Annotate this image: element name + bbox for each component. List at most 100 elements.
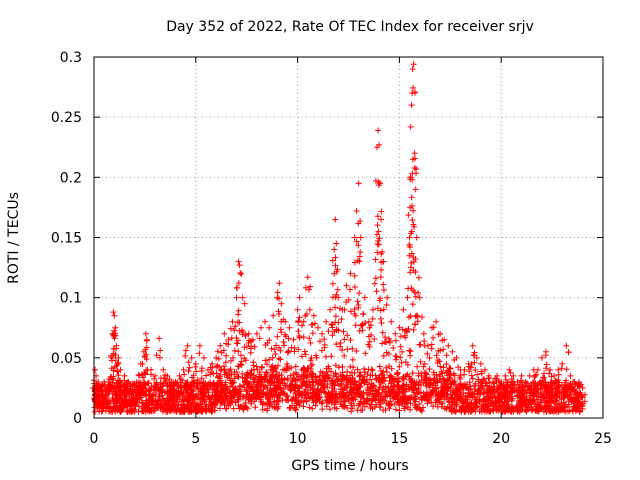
spike-point	[334, 286, 341, 293]
baseline-point	[407, 375, 414, 382]
data-point	[538, 354, 545, 361]
spike-point	[366, 338, 373, 345]
data-point	[559, 360, 566, 367]
spike-point	[410, 207, 417, 214]
spike-point	[368, 366, 375, 373]
data-point	[333, 240, 340, 247]
baseline-point	[306, 404, 313, 411]
spike-point	[392, 337, 399, 344]
spike-point	[411, 321, 418, 328]
data-point	[200, 354, 207, 361]
baseline-point	[442, 382, 449, 389]
data-point	[142, 330, 149, 337]
spike-point	[361, 365, 368, 372]
spike-point	[135, 371, 142, 378]
spike-point	[352, 322, 359, 329]
spike-point	[272, 351, 279, 358]
spike-point	[418, 314, 425, 321]
data-point	[388, 318, 395, 325]
data-point	[355, 180, 362, 187]
data-point	[296, 294, 303, 301]
spike-point	[558, 365, 565, 372]
baseline-point	[356, 379, 363, 386]
baseline-point	[392, 406, 399, 413]
baseline-point	[369, 367, 376, 374]
spike-point	[198, 365, 205, 372]
spike-point	[344, 346, 351, 353]
baseline-point	[266, 400, 273, 407]
data-point	[361, 294, 368, 301]
data-point	[286, 324, 293, 331]
spike-point	[335, 319, 342, 326]
baseline-point	[356, 372, 363, 379]
y-tick-label: 0	[73, 411, 82, 427]
data-point	[378, 216, 385, 223]
data-point	[310, 312, 317, 319]
spike-point	[375, 179, 382, 186]
baseline-point	[125, 407, 132, 414]
spike-point	[380, 306, 387, 313]
data-point	[319, 330, 326, 337]
data-point	[384, 294, 391, 301]
spike-point	[377, 274, 384, 281]
baseline-point	[326, 375, 333, 382]
spike-point	[372, 256, 379, 263]
baseline-point	[282, 396, 289, 403]
spike-point	[288, 344, 295, 351]
baseline-point	[351, 370, 358, 377]
spike-point	[341, 336, 348, 343]
data-point	[409, 66, 416, 73]
spike-point	[307, 283, 314, 290]
spike-point	[532, 372, 539, 379]
y-tick-label: 0.25	[51, 110, 82, 126]
spike-point	[415, 274, 422, 281]
baseline-point	[472, 408, 479, 415]
spike-point	[332, 254, 339, 261]
data-point	[196, 342, 203, 349]
y-tick-label: 0.15	[51, 231, 82, 247]
data-point	[213, 354, 220, 361]
data-point	[410, 61, 417, 68]
data-point	[323, 318, 330, 325]
spike-point	[182, 352, 189, 359]
data-point	[236, 262, 243, 269]
baseline-point	[364, 381, 371, 388]
spike-point	[555, 371, 562, 378]
baseline-point	[230, 405, 237, 412]
baseline-point	[309, 405, 316, 412]
spike-point	[374, 222, 381, 229]
data-point	[92, 366, 99, 373]
data-point	[314, 324, 321, 331]
spike-point	[371, 336, 378, 343]
spike-point	[372, 275, 379, 282]
spike-point	[356, 258, 363, 265]
spike-point	[231, 327, 238, 334]
data-point	[445, 342, 452, 349]
spike-point	[383, 301, 390, 308]
baseline-point	[235, 398, 242, 405]
data-point	[413, 234, 420, 241]
spike-point	[430, 334, 437, 341]
spike-point	[378, 208, 385, 215]
spike-point	[393, 353, 400, 360]
data-point	[477, 360, 484, 367]
y-axis-label: ROTI / TECUs	[6, 192, 22, 284]
data-point	[304, 274, 311, 281]
spike-point	[321, 344, 328, 351]
baseline-point	[252, 404, 259, 411]
data-point	[176, 372, 183, 379]
data-point	[241, 300, 248, 307]
baseline-point	[548, 379, 555, 386]
baseline-point	[274, 362, 281, 369]
x-tick-label: 15	[390, 431, 408, 447]
data-point	[266, 324, 273, 331]
data-point	[180, 366, 187, 373]
spike-point	[296, 314, 303, 321]
data-point	[229, 318, 236, 325]
baseline-point	[377, 403, 384, 410]
spike-point	[307, 339, 314, 346]
spike-point	[359, 327, 366, 334]
spike-point	[185, 368, 192, 375]
spike-point	[356, 290, 363, 297]
